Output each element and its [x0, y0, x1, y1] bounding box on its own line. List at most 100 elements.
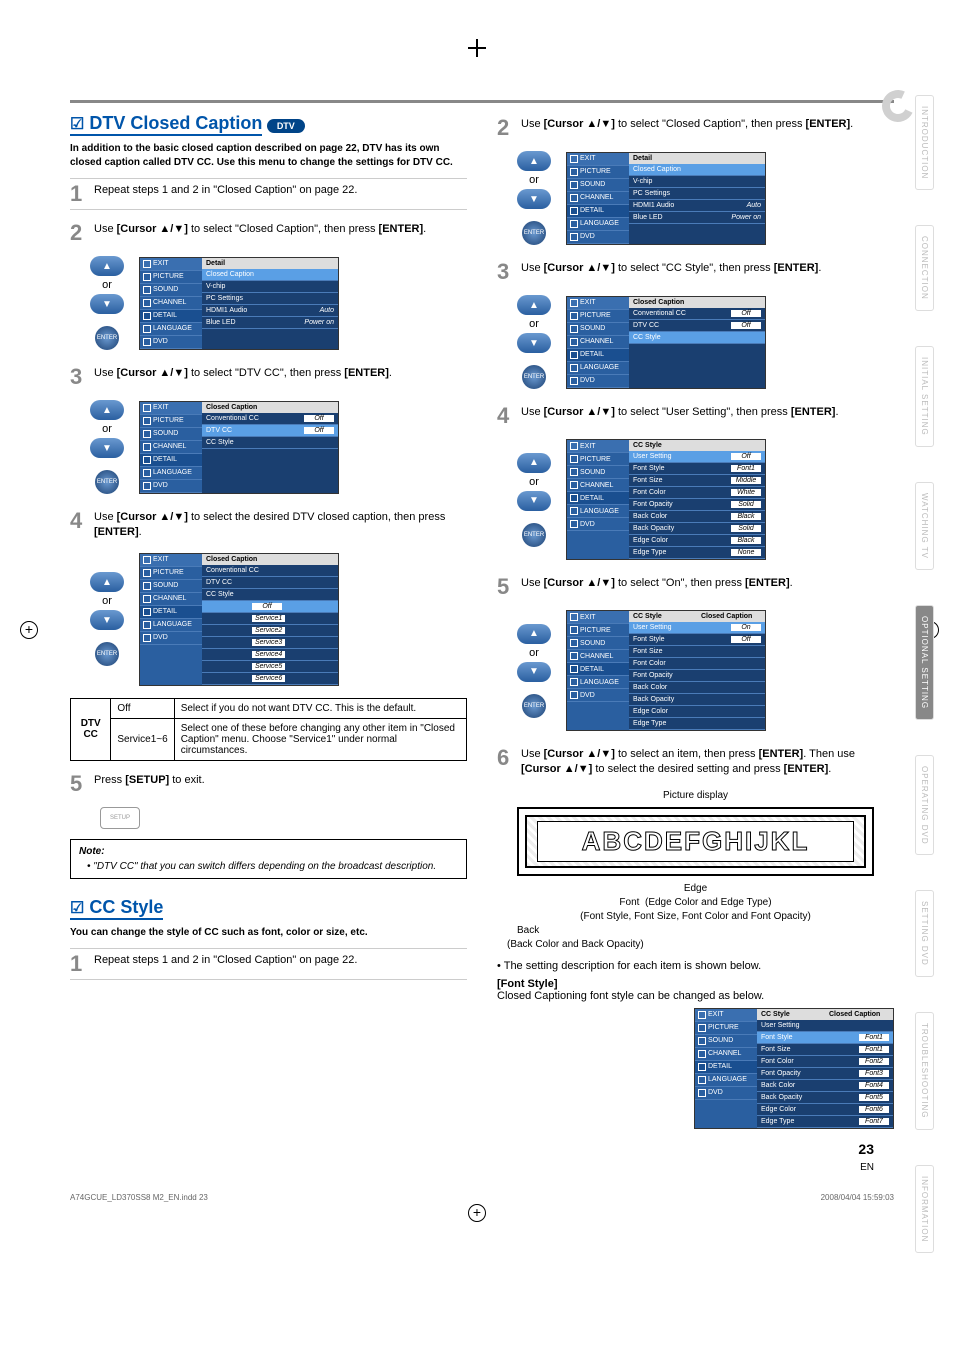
footer-info: A74GCUE_LD370SS8 M2_EN.indd 23 2008/04/0…	[70, 1193, 894, 1202]
menu-sidebar: EXIT PICTURE SOUND CHANNEL DETAIL LANGUA…	[140, 258, 202, 349]
sample-letters: ABCDEFGHIJKL	[582, 826, 810, 856]
two-columns: DTV Closed Caption DTV In addition to th…	[70, 113, 894, 1173]
table-cell: Service1~6	[111, 718, 174, 760]
section-title-dtvcc: DTV Closed Caption	[70, 113, 262, 136]
setup-button-icon: SETUP	[100, 807, 140, 829]
font-style-heading: [Font Style]	[497, 978, 894, 990]
r-step-4: 4 Use [Cursor ▲/▼] to select "User Setti…	[497, 401, 894, 431]
cursor-down-icon: ▼	[517, 491, 551, 511]
menu-cc: EXIT PICTURE SOUND CHANNEL DETAIL LANGUA…	[139, 401, 339, 494]
step-4: 4 Use [Cursor ▲/▼] to select the desired…	[70, 506, 467, 545]
step-2: 2 Use [Cursor ▲/▼] to select "Closed Cap…	[70, 218, 467, 248]
tab-information: INFORMATION	[915, 1165, 934, 1253]
step-number: 2	[70, 222, 88, 244]
remote-buttons: ▲ or ▼ ENTER	[90, 256, 124, 350]
table-cell: Select one of these before changing any …	[174, 718, 466, 760]
r-step-3: 3 Use [Cursor ▲/▼] to select "CC Style",…	[497, 257, 894, 287]
step-text: Repeat steps 1 and 2 in "Closed Caption"…	[94, 183, 467, 198]
r-font-menu: EXIT PICTURE SOUND CHANNEL DETAIL LANGUA…	[497, 1008, 894, 1129]
tab-troubleshooting: TROUBLESHOOTING	[915, 1012, 934, 1129]
r-step-6: 6 Use [Cursor ▲/▼] to select an item, th…	[497, 743, 894, 782]
tab-operating-dvd: OPERATING DVD	[915, 755, 934, 856]
picture-display-label: Picture display	[497, 790, 894, 801]
cursor-up-icon: ▲	[517, 453, 551, 473]
enter-button-icon: ENTER	[95, 326, 119, 350]
enter-button-icon: ENTER	[522, 365, 546, 389]
diagram-labels: Edge Font (Edge Color and Edge Type) (Fo…	[497, 882, 894, 952]
menu-detail: EXIT PICTURE SOUND CHANNEL DETAIL LANGUA…	[139, 257, 339, 350]
font-style-text: Closed Captioning font style can be chan…	[497, 990, 894, 1002]
step-text: Use [Cursor ▲/▼] to select "DTV CC", the…	[94, 366, 467, 381]
note-item: "DTV CC" that you can switch differs dep…	[87, 861, 458, 872]
tab-optional-setting: OPTIONAL SETTING	[915, 605, 934, 720]
r-remote-menu-4: ▲ or ▼ ENTER EXIT PICTURE SOUND CHANNEL …	[517, 439, 894, 560]
r-remote-menu-2: ▲ or ▼ ENTER EXIT PICTURE SOUND CHANNEL …	[517, 151, 894, 245]
menu-cc2: EXIT PICTURE SOUND CHANNEL DETAIL LANGUA…	[139, 553, 339, 686]
cursor-up-icon: ▲	[90, 572, 124, 592]
picture-display-box: ABCDEFGHIJKL	[517, 807, 874, 876]
cursor-down-icon: ▼	[517, 662, 551, 682]
intro-text: In addition to the basic closed caption …	[70, 142, 467, 170]
r-menu-style2: EXIT PICTURE SOUND CHANNEL DETAIL LANGUA…	[566, 610, 766, 731]
cursor-down-icon: ▼	[90, 438, 124, 458]
footer-right: 2008/04/04 15:59:03	[821, 1193, 894, 1202]
note-title: Note:	[79, 846, 458, 857]
tab-introduction: INTRODUCTION	[915, 95, 934, 190]
right-column: 2 Use [Cursor ▲/▼] to select "Closed Cap…	[497, 113, 894, 1173]
side-tabs: INTRODUCTION CONNECTION INITIAL SETTING …	[915, 95, 934, 1253]
cursor-down-icon: ▼	[517, 333, 551, 353]
step-number: 1	[70, 183, 88, 205]
footer-left: A74GCUE_LD370SS8 M2_EN.indd 23	[70, 1193, 208, 1202]
enter-button-icon: ENTER	[522, 221, 546, 245]
remote-menu-3: ▲ or ▼ ENTER EXIT PICTURE SOUND CHANNEL …	[90, 400, 467, 494]
registration-mark-top	[468, 39, 486, 57]
step-text: Repeat steps 1 and 2 in "Closed Caption"…	[94, 953, 467, 968]
step-number: 4	[70, 510, 88, 532]
r-menu-detail: EXIT PICTURE SOUND CHANNEL DETAIL LANGUA…	[566, 152, 766, 245]
tab-setting-dvd: SETTING DVD	[915, 890, 934, 977]
r-menu-style: EXIT PICTURE SOUND CHANNEL DETAIL LANGUA…	[566, 439, 766, 560]
tab-connection: CONNECTION	[915, 225, 934, 311]
cursor-up-icon: ▲	[517, 624, 551, 644]
cursor-up-icon: ▲	[90, 400, 124, 420]
cc-step-1: 1 Repeat steps 1 and 2 in "Closed Captio…	[70, 948, 467, 980]
table-cell: Off	[111, 698, 174, 718]
step-number: 5	[70, 773, 88, 795]
table-header: DTV CC	[71, 698, 111, 760]
enter-button-icon: ENTER	[95, 642, 119, 666]
menu-main: Detail Closed CaptionV-chipPC SettingsHD…	[202, 258, 338, 349]
r-menu-font: EXIT PICTURE SOUND CHANNEL DETAIL LANGUA…	[694, 1008, 894, 1129]
table-cell: Select if you do not want DTV CC. This i…	[174, 698, 466, 718]
step-text: Press [SETUP] to exit.	[94, 773, 467, 788]
r-remote-menu-5: ▲ or ▼ ENTER EXIT PICTURE SOUND CHANNEL …	[517, 610, 894, 731]
registration-mark-left	[20, 621, 38, 639]
bullet-text: • The setting description for each item …	[497, 960, 894, 972]
section-title-ccstyle: CC Style	[70, 897, 163, 920]
dtv-pill: DTV	[267, 119, 305, 133]
tab-initial-setting: INITIAL SETTING	[915, 346, 934, 447]
remote-menu-2: ▲ or ▼ ENTER EXIT PICTURE SOUND CHANNEL …	[90, 256, 467, 350]
left-column: DTV Closed Caption DTV In addition to th…	[70, 113, 467, 1173]
step-3: 3 Use [Cursor ▲/▼] to select "DTV CC", t…	[70, 362, 467, 392]
r-remote-menu-3: ▲ or ▼ ENTER EXIT PICTURE SOUND CHANNEL …	[517, 295, 894, 389]
r-menu-cc3: EXIT PICTURE SOUND CHANNEL DETAIL LANGUA…	[566, 296, 766, 389]
enter-button-icon: ENTER	[522, 694, 546, 718]
step-5: 5 Press [SETUP] to exit.	[70, 769, 467, 799]
registration-mark-bottom	[468, 1204, 486, 1222]
r-step-2: 2 Use [Cursor ▲/▼] to select "Closed Cap…	[497, 113, 894, 143]
note-box: Note: "DTV CC" that you can switch diffe…	[70, 839, 467, 879]
tab-watching-tv: WATCHING TV	[915, 482, 934, 570]
cursor-up-icon: ▲	[517, 151, 551, 171]
enter-button-icon: ENTER	[522, 523, 546, 547]
step-number: 1	[70, 953, 88, 975]
remote-menu-4: ▲ or ▼ ENTER EXIT PICTURE SOUND CHANNEL …	[90, 553, 467, 686]
remote-buttons: ▲ or ▼ ENTER	[90, 400, 124, 494]
page-container: INTRODUCTION CONNECTION INITIAL SETTING …	[0, 0, 954, 1242]
dtvcc-table: DTV CC Off Select if you do not want DTV…	[70, 698, 467, 761]
cursor-down-icon: ▼	[90, 294, 124, 314]
step-number: 3	[70, 366, 88, 388]
r-step-5: 5 Use [Cursor ▲/▼] to select "On", then …	[497, 572, 894, 602]
remote-buttons: ▲ or ▼ ENTER	[90, 572, 124, 666]
cursor-up-icon: ▲	[90, 256, 124, 276]
or-label: or	[102, 279, 112, 291]
